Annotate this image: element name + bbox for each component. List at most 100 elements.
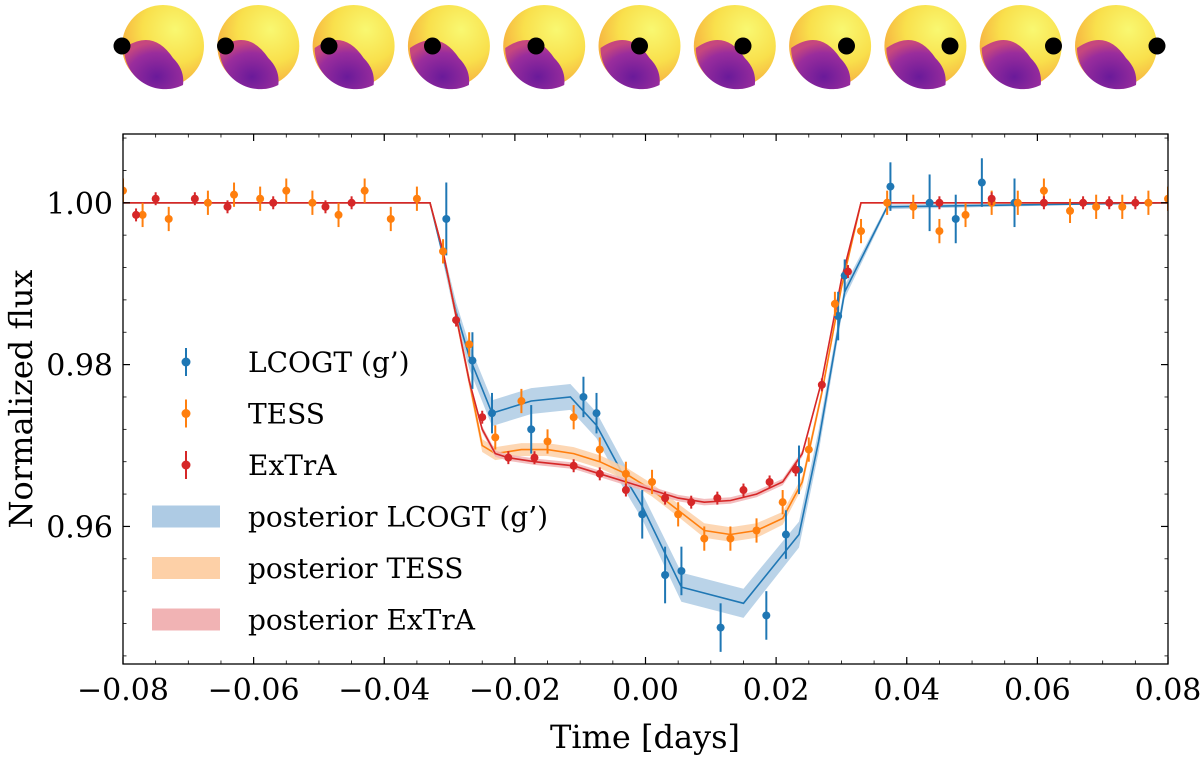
data-point — [468, 356, 477, 365]
data-point — [595, 469, 604, 478]
data-point — [700, 534, 709, 543]
data-point — [661, 570, 670, 579]
data-point — [677, 566, 686, 575]
data-point — [1066, 206, 1075, 215]
data-point — [935, 227, 944, 236]
star-panel — [217, 5, 300, 90]
data-point — [987, 194, 996, 203]
data-point — [592, 409, 601, 418]
data-points — [123, 158, 1168, 652]
data-point — [687, 498, 696, 507]
data-point — [621, 469, 630, 478]
data-point — [638, 510, 647, 519]
data-point — [935, 198, 944, 207]
data-point — [817, 380, 826, 389]
x-tick-label: 0.06 — [1004, 673, 1071, 708]
legend-swatch — [152, 557, 220, 579]
data-point — [762, 611, 771, 620]
data-point — [925, 198, 934, 207]
star-panel — [113, 5, 204, 90]
data-point — [138, 210, 147, 219]
legend-label: TESS — [248, 398, 325, 431]
data-point — [569, 461, 578, 470]
planet-disk — [424, 37, 441, 55]
legend-label: posterior LCOGT (g’) — [248, 501, 548, 534]
data-point — [1039, 186, 1048, 195]
data-point — [151, 194, 160, 203]
data-point — [1105, 198, 1114, 207]
data-point — [661, 494, 670, 503]
star-spot — [219, 40, 279, 90]
data-point — [1079, 198, 1088, 207]
data-point — [569, 413, 578, 422]
star-panel — [693, 5, 776, 90]
star-spot — [886, 40, 946, 90]
x-tick-label: −0.06 — [208, 673, 300, 708]
data-point — [439, 247, 448, 256]
legend-marker — [181, 357, 191, 367]
star-spot — [505, 40, 565, 90]
data-point — [442, 214, 451, 223]
x-tick-label: −0.02 — [469, 673, 561, 708]
data-point — [713, 494, 722, 503]
star-panel — [407, 5, 490, 90]
planet-disk — [941, 37, 959, 55]
data-point — [412, 194, 421, 203]
star-spot — [409, 40, 470, 90]
data-point — [517, 397, 526, 406]
x-tick-label: 0.00 — [612, 673, 679, 708]
data-point — [886, 182, 895, 191]
data-point — [857, 227, 866, 236]
data-point — [230, 190, 239, 199]
star-spot — [123, 40, 184, 90]
star-spot — [981, 40, 1041, 90]
data-point — [1039, 198, 1048, 207]
data-point — [716, 623, 725, 632]
data-point — [977, 178, 986, 187]
star-panel — [1075, 5, 1166, 90]
data-point — [347, 198, 356, 207]
data-point — [190, 194, 199, 203]
data-point — [1131, 198, 1140, 207]
data-point — [504, 453, 513, 462]
data-point — [726, 534, 735, 543]
data-point — [321, 202, 330, 211]
data-point — [123, 186, 127, 195]
y-tick-label: 0.98 — [46, 349, 113, 384]
star-panel — [979, 5, 1062, 90]
x-tick-label: 0.02 — [743, 673, 810, 708]
legend-label: ExTrA — [248, 449, 337, 482]
data-point — [269, 198, 278, 207]
data-point — [132, 210, 141, 219]
data-point — [883, 198, 892, 207]
star-panel — [503, 5, 586, 90]
legend-swatch — [152, 608, 220, 631]
planet-disk — [734, 37, 752, 55]
data-point — [386, 214, 395, 223]
data-point — [674, 510, 683, 519]
legend-marker — [181, 409, 191, 418]
data-point — [961, 210, 970, 219]
x-tick-label: −0.04 — [338, 673, 430, 708]
data-point — [739, 486, 748, 495]
planet-disk — [1148, 37, 1166, 55]
data-point — [830, 299, 839, 308]
x-tick-label: 0.04 — [873, 673, 940, 708]
data-point — [223, 202, 232, 211]
planet-disk — [113, 37, 131, 55]
data-point — [752, 526, 761, 535]
data-point — [1144, 198, 1153, 207]
data-point — [1013, 198, 1022, 207]
data-point — [530, 453, 539, 462]
data-point — [488, 409, 497, 418]
data-point — [1164, 194, 1168, 203]
legend-label: posterior TESS — [248, 552, 463, 585]
data-point — [843, 267, 852, 276]
data-point — [164, 214, 173, 223]
planet-disk — [217, 37, 234, 55]
star-panels — [113, 5, 1166, 90]
data-point — [834, 312, 843, 321]
data-point — [781, 530, 790, 539]
x-tick-label: −0.08 — [77, 673, 169, 708]
